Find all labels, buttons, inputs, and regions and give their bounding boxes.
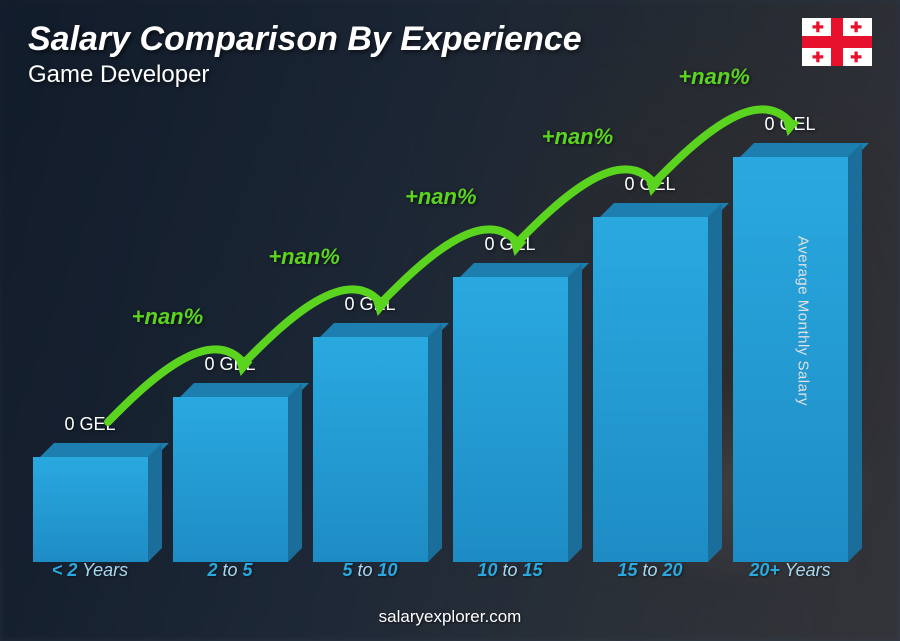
x-axis-label: 5 to 10 [342, 560, 397, 581]
percentage-increase-label: +nan% [405, 184, 477, 210]
bar [173, 383, 288, 548]
y-axis-label: Average Monthly Salary [795, 236, 812, 406]
bar-group: 0 GEL 15 to 20 [590, 174, 710, 581]
chart-header: Salary Comparison By Experience Game Dev… [28, 20, 582, 89]
bar-value-label: 0 GEL [64, 414, 115, 435]
bar-value-label: 0 GEL [624, 174, 675, 195]
bar [733, 143, 848, 548]
bar [313, 323, 428, 548]
chart-title: Salary Comparison By Experience [28, 20, 582, 59]
bar-group: 0 GEL < 2 Years [30, 414, 150, 581]
percentage-increase-label: +nan% [542, 124, 614, 150]
x-axis-label: 20+ Years [749, 560, 830, 581]
bar-group: 0 GEL 20+ Years [730, 114, 850, 581]
bar-value-label: 0 GEL [204, 354, 255, 375]
bar-group: 0 GEL 10 to 15 [450, 234, 570, 581]
bar-value-label: 0 GEL [484, 234, 535, 255]
bar [593, 203, 708, 548]
chart-subtitle: Game Developer [28, 61, 582, 89]
x-axis-label: 10 to 15 [477, 560, 542, 581]
bar-group: 0 GEL 5 to 10 [310, 294, 430, 581]
percentage-increase-label: +nan% [132, 304, 204, 330]
bar-chart: 0 GEL< 2 Years0 GEL2 to 50 GEL5 to 100 G… [30, 101, 850, 581]
bar-value-label: 0 GEL [764, 114, 815, 135]
x-axis-label: 15 to 20 [617, 560, 682, 581]
bar [453, 263, 568, 548]
bar-value-label: 0 GEL [344, 294, 395, 315]
x-axis-label: < 2 Years [52, 560, 128, 581]
footer-attribution: salaryexplorer.com [0, 607, 900, 627]
percentage-increase-label: +nan% [268, 244, 340, 270]
x-axis-label: 2 to 5 [207, 560, 252, 581]
bar [33, 443, 148, 548]
country-flag-georgia: ✚ ✚ ✚ ✚ [802, 18, 872, 66]
bar-group: 0 GEL 2 to 5 [170, 354, 290, 581]
